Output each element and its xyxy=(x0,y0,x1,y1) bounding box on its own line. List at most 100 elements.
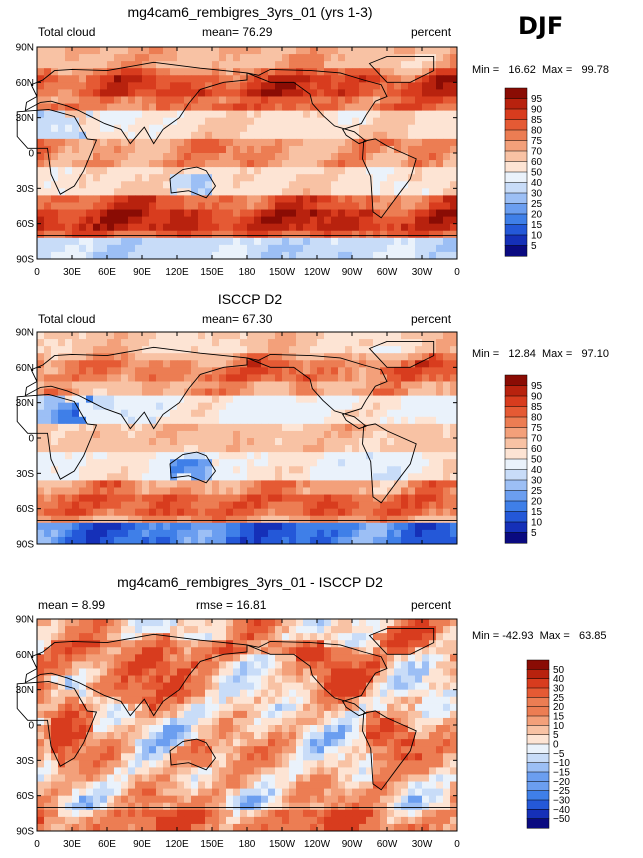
map-cell xyxy=(93,696,101,705)
map-cell xyxy=(121,753,129,761)
map-cell xyxy=(191,430,199,439)
map-cell xyxy=(156,536,164,545)
map-cell xyxy=(394,459,402,467)
map-cell xyxy=(394,174,402,182)
map-cell xyxy=(275,739,283,747)
map-cell xyxy=(226,633,234,641)
map-cell xyxy=(226,332,234,340)
map-cell xyxy=(156,395,164,404)
map-cell xyxy=(212,244,220,253)
map-cell xyxy=(289,703,297,712)
map-cell xyxy=(135,216,143,225)
map-cell xyxy=(450,374,458,382)
map-cell xyxy=(275,388,283,396)
map-cell xyxy=(317,661,325,669)
map-cell xyxy=(387,696,395,705)
lon-tick-label: 150W xyxy=(269,267,296,278)
map-cell xyxy=(128,661,136,669)
map-cell xyxy=(254,409,262,418)
map-cell xyxy=(282,374,290,382)
map-cell xyxy=(429,452,437,460)
map-cell xyxy=(247,188,255,196)
map-cell xyxy=(205,640,213,648)
map-cell xyxy=(387,536,395,545)
map-cell xyxy=(51,89,59,97)
map-cell xyxy=(415,367,423,375)
map-cell xyxy=(345,760,353,768)
map-cell xyxy=(450,438,458,446)
map-cell xyxy=(128,96,136,104)
map-cell xyxy=(394,251,402,260)
map-cell xyxy=(93,209,101,217)
map-cell xyxy=(142,522,150,531)
map-cell xyxy=(226,423,234,432)
map-cell xyxy=(121,409,129,418)
lon-tick-label: 30E xyxy=(63,267,81,278)
map-cell xyxy=(261,153,269,161)
map-cell xyxy=(352,138,360,147)
map-cell xyxy=(296,452,304,460)
map-cell xyxy=(198,717,206,726)
map-cell xyxy=(317,96,325,104)
map-cell xyxy=(156,522,164,531)
map-cell xyxy=(366,332,374,340)
map-cell xyxy=(156,167,164,175)
map-cell xyxy=(380,131,388,140)
map-cell xyxy=(268,529,276,538)
map-cell xyxy=(352,82,360,90)
map-cell xyxy=(156,96,164,104)
map-cell xyxy=(261,131,269,140)
map-cell xyxy=(205,438,213,446)
map-cell xyxy=(79,654,87,662)
map-cell xyxy=(79,760,87,768)
map-cell xyxy=(401,160,409,168)
map-cell xyxy=(135,501,143,510)
map-cell xyxy=(366,188,374,196)
map-cell xyxy=(310,494,318,502)
map-cell xyxy=(296,216,304,225)
map-cell xyxy=(58,480,66,488)
map-cell xyxy=(58,209,66,217)
map-cell xyxy=(310,103,318,111)
map-cell xyxy=(177,501,185,510)
map-cell xyxy=(51,522,59,531)
map-cell xyxy=(93,689,101,698)
map-cell xyxy=(156,508,164,517)
map-cell xyxy=(254,160,262,168)
map-cell xyxy=(359,480,367,488)
map-cell xyxy=(65,647,73,655)
map-cell xyxy=(177,402,185,411)
map-cell xyxy=(163,381,171,389)
map-cell xyxy=(275,430,283,439)
map-cell xyxy=(156,75,164,83)
map-cell xyxy=(303,402,311,411)
map-cell xyxy=(429,188,437,196)
map-cell xyxy=(296,536,304,545)
map-cell xyxy=(65,675,73,683)
map-cell xyxy=(394,82,402,90)
map-cell xyxy=(37,725,45,733)
map-cell xyxy=(422,124,430,133)
colorbar-box xyxy=(504,521,528,534)
map-cell xyxy=(345,61,353,69)
map-cell xyxy=(338,710,346,719)
map-cell xyxy=(128,466,136,474)
map-cell xyxy=(366,696,374,705)
map-cell xyxy=(135,536,143,545)
map-cell xyxy=(86,244,94,253)
map-cell xyxy=(303,668,311,676)
map-cell xyxy=(240,216,248,225)
map-cell xyxy=(233,508,241,517)
map-cell xyxy=(408,710,416,719)
map-cell xyxy=(114,89,122,97)
map-cell xyxy=(121,480,129,488)
map-cell xyxy=(324,195,332,203)
map-cell xyxy=(72,374,80,382)
map-cell xyxy=(436,339,444,347)
map-cell xyxy=(268,487,276,495)
map-cell xyxy=(254,96,262,104)
map-cell xyxy=(107,251,115,260)
map-cell xyxy=(72,746,80,754)
map-cell xyxy=(205,746,213,754)
map-cell xyxy=(331,466,339,474)
